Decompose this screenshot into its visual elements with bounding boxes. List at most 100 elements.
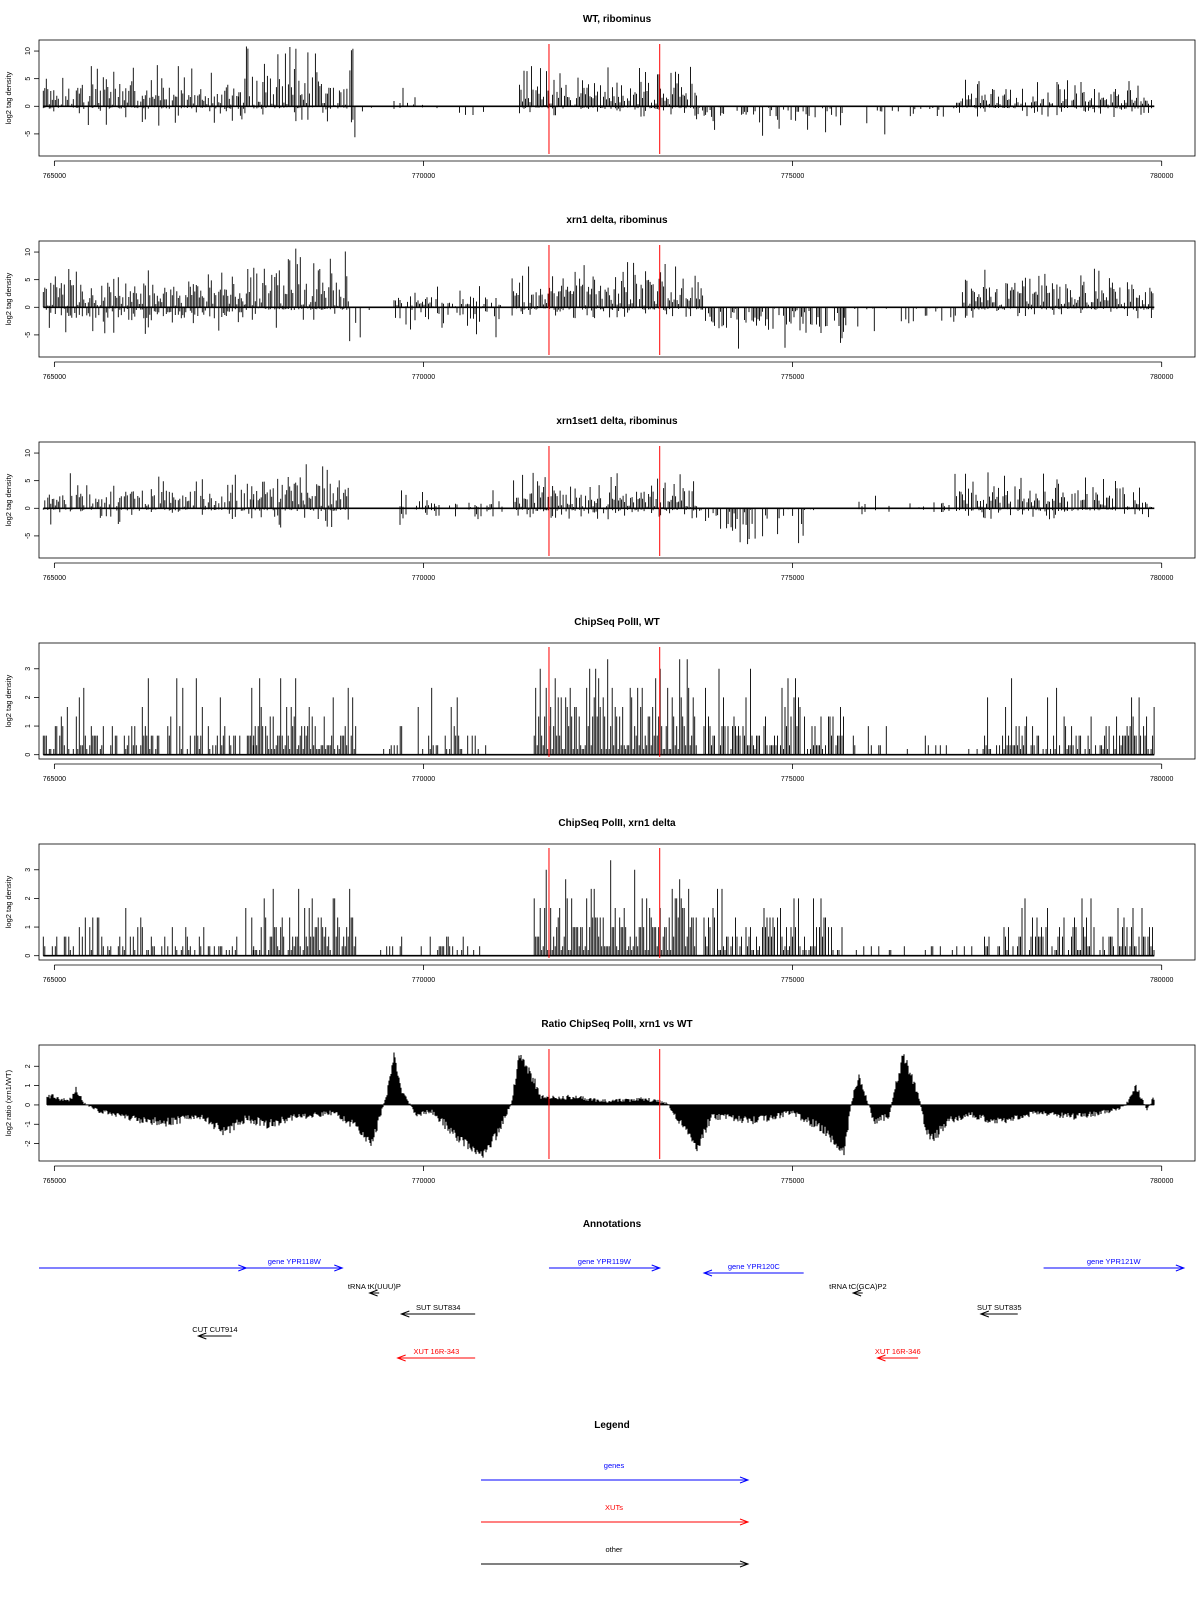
y-tick-label: 2: [25, 1064, 32, 1068]
arrow-head: [702, 1269, 713, 1277]
x-tick-label: 775000: [781, 776, 804, 783]
track-panel: Ratio ChipSeq PolII, xrn1 vs WT log2 rati…: [4, 1019, 1196, 1185]
panel-title: Ratio ChipSeq PolII, xrn1 vs WT: [541, 1019, 692, 1030]
x-tick-label: 775000: [781, 173, 804, 180]
x-tick-label: 780000: [1150, 1178, 1173, 1185]
arrow-head: [334, 1264, 344, 1272]
annotations-panel: Annotations gene YPR118W gene YPR119Wgene…: [39, 1219, 1186, 1362]
y-tick-label: 10: [25, 47, 32, 55]
y-axis-label: log2 tag density: [4, 674, 13, 727]
y-tick-label: 0: [25, 753, 32, 757]
panel-title: xrn1set1 delta, ribominus: [556, 416, 678, 427]
feature-label: gene YPR121W: [1087, 1257, 1142, 1266]
x-tick-label: 770000: [412, 374, 435, 381]
y-axis-label: log2 tag density: [4, 473, 13, 526]
signal-bars: [42, 860, 1155, 956]
annotation-features: gene YPR118W gene YPR119W gene YPR120C gene…: [39, 1257, 1186, 1362]
y-tick-label: 3: [25, 868, 32, 872]
x-tick-label: 770000: [412, 1178, 435, 1185]
annotation-feature: XUT 16R-346: [875, 1347, 921, 1362]
legend-label: other: [605, 1545, 623, 1554]
arrow-head: [396, 1354, 406, 1362]
feature-label: SUT SUT834: [416, 1303, 460, 1312]
annotation-feature: XUT 16R-343: [396, 1347, 476, 1362]
x-tick-label: 765000: [43, 977, 66, 984]
y-tick-label: 5: [25, 479, 32, 483]
annotation-feature: tRNA tK(UUU)P: [348, 1282, 401, 1297]
y-tick-label: -5: [25, 533, 32, 539]
panel-title: WT, ribominus: [583, 14, 652, 25]
arrow-head: [851, 1289, 862, 1297]
y-tick-label: 10: [25, 449, 32, 457]
panel-title: xrn1 delta, ribominus: [566, 215, 668, 226]
signal-bars: [42, 659, 1155, 755]
legend-label: XUTs: [605, 1503, 623, 1512]
feature-label: gene YPR120C: [728, 1262, 781, 1271]
y-tick-label: 5: [25, 278, 32, 282]
x-tick-label: 770000: [412, 575, 435, 582]
y-axis-label: log2 ratio (xrn1/WT): [4, 1069, 13, 1136]
x-tick-label: 765000: [43, 776, 66, 783]
x-tick-label: 775000: [781, 374, 804, 381]
y-tick-label: 5: [25, 77, 32, 81]
arrow-head: [651, 1264, 662, 1272]
plot-frame: [38, 240, 1196, 358]
y-tick-label: 1: [25, 724, 32, 728]
y-tick-label: 1: [25, 1084, 32, 1088]
track-panel: xrn1 delta, ribominus log2 tag density -5 0…: [4, 215, 1196, 381]
x-tick-label: 765000: [43, 173, 66, 180]
plot-frame: [38, 39, 1196, 157]
y-tick-label: -1: [25, 1121, 32, 1127]
annotation-feature: SUT SUT834: [399, 1303, 476, 1318]
annotation-feature: gene YPR121W: [1043, 1257, 1186, 1272]
arrow-head: [876, 1354, 886, 1362]
y-tick-label: 2: [25, 695, 32, 699]
y-tick-label: 0: [25, 1103, 32, 1107]
annotation-feature: [39, 1264, 248, 1272]
legend-item: other: [481, 1545, 750, 1568]
ratio-area: [46, 1052, 1155, 1158]
x-tick-label: 770000: [412, 173, 435, 180]
x-tick-label: 765000: [43, 1178, 66, 1185]
feature-label: XUT 16R-343: [414, 1347, 460, 1356]
y-tick-label: 0: [25, 305, 32, 309]
arrow-head: [739, 1518, 750, 1526]
legend-item: genes: [481, 1461, 750, 1484]
x-tick-label: 780000: [1150, 977, 1173, 984]
feature-label: CUT CUT914: [192, 1325, 237, 1334]
feature-label: XUT 16R-346: [875, 1347, 921, 1356]
plot-frame: [38, 441, 1196, 559]
panel-title: ChipSeq PolII, xrn1 delta: [558, 818, 676, 829]
y-axis-label: log2 tag density: [4, 272, 13, 325]
x-tick-label: 780000: [1150, 575, 1173, 582]
annotation-feature: gene YPR120C: [702, 1262, 804, 1277]
feature-label: gene YPR118W: [268, 1257, 322, 1266]
feature-label: tRNA tK(UUU)P: [348, 1282, 401, 1291]
x-tick-label: 780000: [1150, 173, 1173, 180]
legend-item: XUTs: [481, 1503, 750, 1526]
annotations-title: Annotations: [583, 1219, 642, 1230]
x-tick-label: 775000: [781, 575, 804, 582]
annotation-feature: tRNA tC(GCA)P2: [829, 1282, 887, 1297]
legend-label: genes: [604, 1461, 625, 1470]
x-tick-label: 765000: [43, 575, 66, 582]
arrow-head: [979, 1310, 990, 1318]
y-axis-label: log2 tag density: [4, 71, 13, 124]
annotation-feature: CUT CUT914: [192, 1325, 238, 1340]
plot-frame: [38, 642, 1196, 760]
y-tick-label: -5: [25, 131, 32, 137]
x-tick-label: 780000: [1150, 776, 1173, 783]
signal-bars: [42, 464, 1152, 545]
arrow-head: [739, 1560, 750, 1568]
y-tick-label: 0: [25, 506, 32, 510]
y-tick-label: 1: [25, 925, 32, 929]
annotation-feature: SUT SUT835: [977, 1303, 1022, 1318]
x-tick-label: 780000: [1150, 374, 1173, 381]
legend-items: genes XUTs other: [481, 1461, 750, 1568]
arrow-head: [739, 1476, 750, 1484]
panel-title: ChipSeq PolII, WT: [574, 617, 660, 628]
x-tick-label: 770000: [412, 977, 435, 984]
legend-panel: Legend genes XUTs other: [481, 1420, 750, 1568]
